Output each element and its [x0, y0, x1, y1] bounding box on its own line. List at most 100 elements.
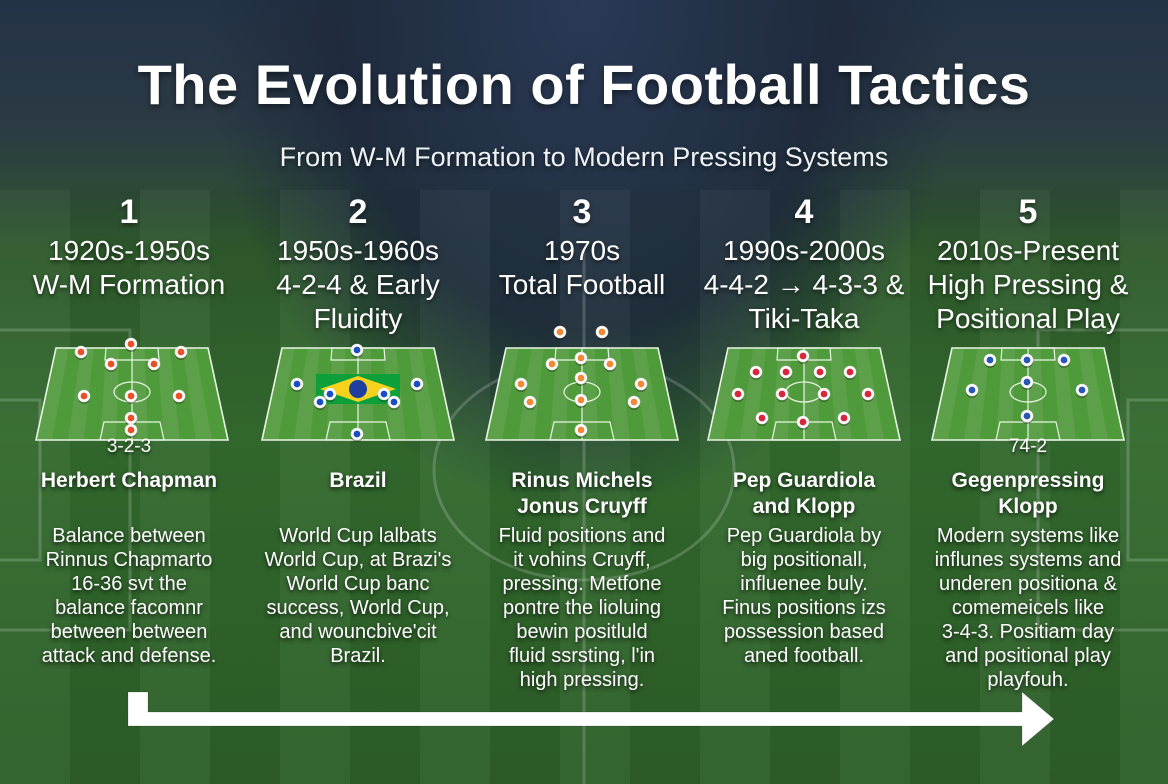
description-line: World Cup banc — [286, 573, 430, 595]
description-line: possession based — [723, 621, 885, 643]
stage-description: World Cup lalbats World Cup, at Brazi's … — [246, 524, 470, 668]
pitch-stripe — [408, 348, 438, 440]
player-color-dot — [606, 360, 614, 368]
pitch-stripe — [262, 348, 295, 440]
pitch-stripe — [549, 348, 570, 440]
description-line: Pep Guardiola by — [726, 525, 882, 547]
player-color-dot — [517, 380, 525, 388]
description-line: influnes systems and — [934, 549, 1122, 571]
player-color-dot — [127, 392, 135, 400]
stage-name: Positional Play — [936, 303, 1120, 334]
penalty-box — [995, 421, 1061, 441]
description-line: high pressing. — [519, 669, 645, 691]
description-line: pressing. Metfone — [502, 573, 662, 595]
player-color-dot — [1023, 356, 1031, 364]
description-line: between between — [50, 621, 208, 643]
pitch-stripe — [99, 348, 120, 440]
stage-name: W-M Formation — [32, 269, 226, 300]
description-line: aned football. — [743, 645, 865, 667]
stage-name: 4-4-2 → 4-3-3 & — [703, 269, 905, 300]
key-figure: Pep Guardiola and Klopp — [692, 468, 916, 520]
player-color-dot — [816, 368, 824, 376]
player-color-dot — [1023, 412, 1031, 420]
description-line: Fluid positions and — [498, 525, 666, 547]
player-color-dot — [1023, 378, 1031, 386]
player-color-dot — [1060, 356, 1068, 364]
stage-description: Fluid positions and it vohins Cruyff, pr… — [470, 524, 694, 692]
player-color-dot — [390, 398, 398, 406]
key-figure-line: Gegenpressing — [951, 469, 1105, 492]
description-line: fluid ssrsting, l'in — [508, 645, 656, 667]
page-title: The Evolution of Football Tactics — [137, 53, 1031, 116]
player-color-dot — [986, 356, 994, 364]
player-color-dot — [175, 392, 183, 400]
pitch-stripe — [581, 348, 598, 440]
description-line: attack and defense. — [41, 645, 217, 667]
player-color-dot — [864, 390, 872, 398]
pitch-stripe — [708, 348, 741, 440]
pitch-stripe — [182, 348, 212, 440]
pitch-stripe — [517, 348, 544, 440]
player-color-dot — [752, 368, 760, 376]
page-subtitle: From W-M Formation to Modern Pressing Sy… — [279, 142, 889, 172]
player-color-dot — [782, 368, 790, 376]
key-figure-line: Pep Guardiola — [732, 469, 876, 492]
description-line: Modern systems like — [936, 525, 1120, 547]
description-line: World Cup, at Brazi's — [264, 549, 452, 571]
description-line: balance facomnr — [55, 597, 203, 619]
player-color-dot — [77, 348, 85, 356]
player-color-dot — [353, 346, 361, 354]
stage-name: 4-2-4 & Early — [276, 269, 440, 300]
player-color-dot — [177, 348, 185, 356]
description-line: Balance between — [52, 525, 206, 547]
pitch-stripe — [1053, 348, 1076, 440]
player-color-dot — [413, 380, 421, 388]
penalty-box — [99, 421, 165, 441]
stage-number: 2 — [348, 193, 368, 231]
description-line: World Cup lalbats — [279, 525, 437, 547]
player-color-dot — [799, 418, 807, 426]
description-line: influenee buly. — [740, 573, 868, 595]
player-color-dot — [598, 328, 606, 336]
formation-pitch-1 — [35, 337, 229, 441]
player-color-dot — [548, 360, 556, 368]
player-color-dot — [577, 374, 585, 382]
formation-label: 74-2 — [1008, 436, 1048, 457]
stage-era: 1970s — [543, 235, 621, 266]
pitch-stripe — [486, 348, 519, 440]
stage-description: Balance between Rinnus Chapmarto 16-36 s… — [17, 524, 241, 668]
pitch-stripe — [995, 348, 1016, 440]
player-color-dot — [380, 390, 388, 398]
stage-era: 1950s-1960s — [277, 235, 439, 266]
penalty-box — [1000, 347, 1056, 361]
stage-4: 4 1990s-2000s 4-4-2 → 4-3-3 & Tiki-Taka — [692, 192, 916, 336]
arrow-shape — [127, 690, 1055, 748]
pitch-stripe — [932, 348, 965, 440]
description-line: comemeicels like — [951, 597, 1105, 619]
player-color-dot — [556, 328, 564, 336]
player-color-dot — [846, 368, 854, 376]
description-line: success, World Cup, — [266, 597, 450, 619]
stage-era: 1920s-1950s — [48, 235, 210, 266]
player-color-dot — [637, 380, 645, 388]
stage-number: 4 — [794, 193, 814, 231]
description-line: pontre the lioluing — [503, 597, 661, 619]
key-figure: Rinus Michels Jonus Cruyff — [470, 468, 694, 520]
penalty-box — [771, 421, 837, 441]
stage-description: Modern systems like influnes systems and… — [916, 524, 1140, 692]
player-color-dot — [577, 354, 585, 362]
player-color-dot — [80, 392, 88, 400]
key-figure-line: Jonus Cruyff — [517, 495, 647, 518]
pitch-stripe — [1078, 348, 1108, 440]
player-color-dot — [778, 390, 786, 398]
player-color-dot — [316, 398, 324, 406]
description-line: Brazil. — [330, 645, 386, 667]
formation-label: 3-2-3 — [106, 436, 152, 457]
formation-pitch-5 — [931, 347, 1125, 441]
stage-era: 1990s-2000s — [723, 235, 885, 266]
key-figure-line: Klopp — [998, 495, 1058, 518]
player-color-dot — [758, 414, 766, 422]
stage-number: 1 — [119, 193, 139, 231]
player-color-dot — [326, 390, 334, 398]
player-color-dot — [150, 360, 158, 368]
